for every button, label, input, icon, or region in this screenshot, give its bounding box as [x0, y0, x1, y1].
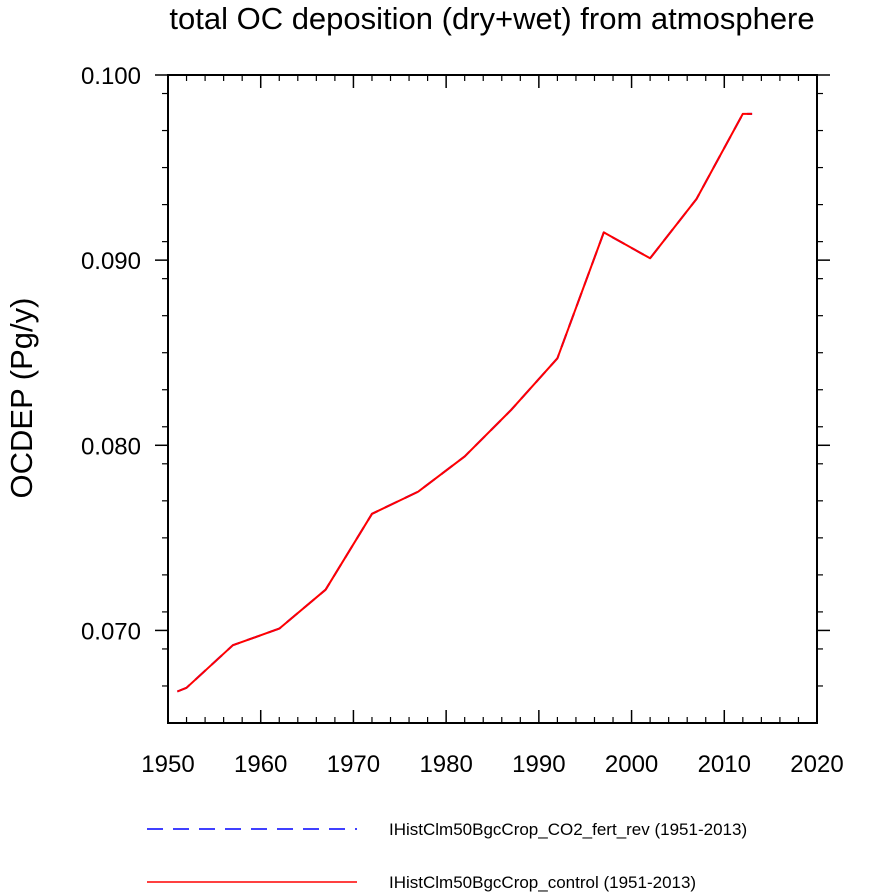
- y-tick-label: 0.090: [81, 248, 141, 275]
- chart-title: total OC deposition (dry+wet) from atmos…: [169, 1, 814, 36]
- y-tick-label: 0.070: [81, 618, 141, 645]
- legend-label-1: IHistClm50BgcCrop_CO2_fert_rev (1951-201…: [389, 820, 747, 839]
- axis-ticks: [155, 74, 830, 723]
- y-tick-label: 0.080: [81, 433, 141, 460]
- x-tick-label: 1960: [234, 751, 287, 778]
- x-tick-label: 1980: [419, 751, 472, 778]
- x-tick-label: 2000: [605, 751, 658, 778]
- y-axis-label: OCDEP (Pg/y): [4, 298, 39, 499]
- series-lines: [176, 112, 753, 693]
- x-tick-label: 1970: [327, 751, 380, 778]
- series-line-2: [176, 112, 753, 693]
- legend: IHistClm50BgcCrop_CO2_fert_rev (1951-201…: [147, 820, 747, 892]
- legend-label-2: IHistClm50BgcCrop_control (1951-2013): [389, 873, 696, 892]
- x-tick-label: 2010: [698, 751, 751, 778]
- plot-frame: [167, 74, 818, 724]
- y-tick-label: 0.100: [81, 63, 141, 90]
- x-tick-label: 1990: [512, 751, 565, 778]
- x-tick-label: 1950: [141, 751, 194, 778]
- x-tick-label: 2020: [790, 751, 843, 778]
- series-line-1: [176, 112, 753, 693]
- tick-labels: 1950 1960 1970 1980 1990 2000 2010 2020 0.070 0.0…: [81, 63, 844, 778]
